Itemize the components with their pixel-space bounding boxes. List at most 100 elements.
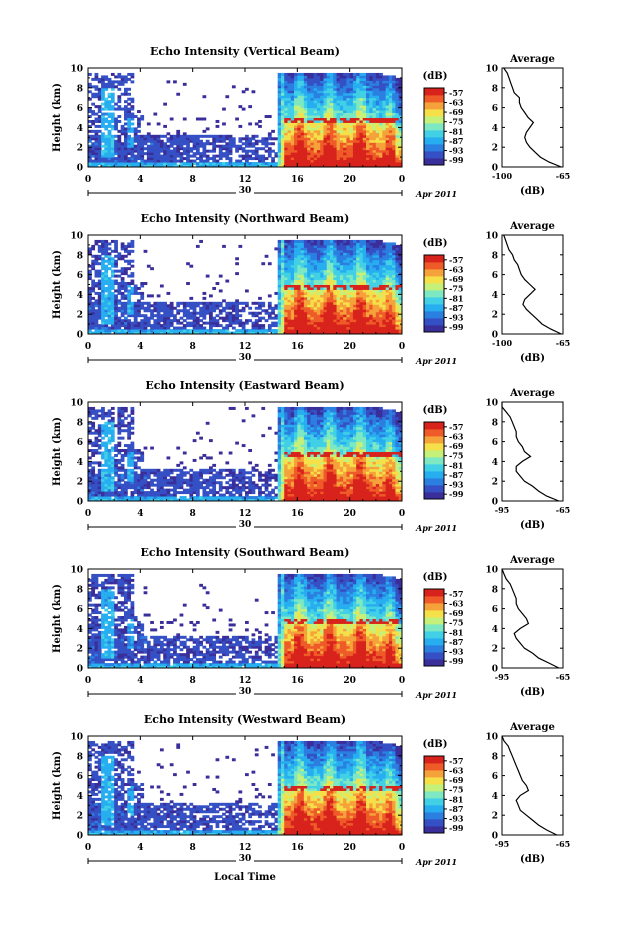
heatmap-cell [326, 286, 331, 290]
heatmap-cell [120, 144, 125, 148]
heatmap-cell [333, 294, 338, 298]
heatmap-cell [366, 272, 370, 276]
heatmap-cell [330, 247, 334, 251]
heatmap-cell [382, 252, 387, 256]
heatmap-cell [94, 139, 99, 143]
heatmap-cell [297, 102, 302, 106]
heatmap-cell [192, 144, 197, 148]
heatmap-cell [388, 252, 393, 256]
heatmap-cell [379, 119, 383, 123]
heatmap-cell [366, 97, 370, 101]
heatmap-cell [369, 82, 374, 86]
heatmap-cell [310, 291, 315, 295]
heatmap-cell [388, 314, 393, 318]
heatmap-cell [101, 284, 105, 288]
heatmap-cell [366, 329, 370, 333]
heatmap-cell [352, 110, 357, 114]
heatmap-cell [366, 319, 370, 323]
heatmap-cell [94, 77, 99, 81]
heatmap-cell [323, 149, 328, 153]
heatmap-cell [123, 321, 128, 325]
heatmap-cell [359, 100, 364, 104]
heatmap-cell [91, 416, 96, 420]
heatmap-cell [127, 107, 132, 111]
heatmap-cell [294, 257, 298, 261]
heatmap-cell [323, 306, 328, 310]
heatmap-cell [398, 90, 403, 94]
heatmap-cell [300, 314, 305, 318]
heatmap-cell [369, 331, 374, 335]
heatmap-cell [104, 162, 109, 166]
heatmap-cell [101, 80, 105, 84]
heatmap-cell [343, 80, 347, 84]
heatmap-cell [104, 299, 109, 303]
heatmap-cell [385, 164, 390, 168]
heatmap-cell [212, 316, 217, 320]
heatmap-cell [320, 291, 324, 295]
heatmap-cell [303, 282, 308, 285]
heatmap-cell [140, 147, 145, 151]
heatmap-cell [110, 272, 115, 276]
heatmap-cell [398, 152, 403, 156]
heatmap-cell [284, 137, 289, 141]
heatmap-cell [107, 304, 112, 308]
heatmap-cell [297, 147, 302, 151]
heatmap-cell [303, 110, 308, 114]
heatmap-cell [326, 269, 331, 273]
heatmap-cell [202, 117, 207, 121]
heatmap-cell [323, 107, 328, 111]
heatmap-cell [245, 331, 249, 335]
heatmap-cell [182, 301, 187, 305]
heatmap-cell [323, 129, 328, 133]
heatmap-cell [336, 97, 341, 101]
heatmap-cell [372, 139, 377, 143]
heatmap-cell [107, 257, 112, 261]
heatmap-cell [228, 331, 233, 335]
heatmap-cell [101, 486, 105, 490]
heatmap-cell [385, 159, 390, 163]
heatmap-cell [110, 152, 115, 156]
heatmap-cell [339, 122, 344, 126]
heatmap-cell [382, 137, 387, 141]
heatmap-cell [300, 82, 305, 86]
heatmap-cell [356, 77, 360, 81]
heatmap-cell [343, 316, 347, 320]
heatmap-cell [336, 100, 341, 104]
heatmap-cell [107, 95, 112, 99]
heatmap-cell [352, 309, 357, 313]
heatmap-cell [107, 311, 112, 315]
heatmap-cell [245, 162, 249, 166]
heatmap-cell [120, 277, 125, 281]
heatmap-cell [231, 316, 236, 320]
heatmap-cell [277, 299, 282, 303]
heatmap-cell [343, 124, 347, 128]
heatmap-cell [382, 294, 387, 298]
heatmap-cell [330, 244, 334, 248]
average-frame [501, 67, 564, 168]
heatmap-cell [336, 132, 341, 136]
heatmap-cell [369, 269, 374, 273]
heatmap-cell [195, 147, 200, 151]
heatmap-cell [130, 80, 135, 84]
heatmap-cell [369, 304, 374, 308]
heatmap-cell [330, 267, 334, 271]
heatmap-cell [346, 115, 351, 119]
heatmap-cell [97, 409, 102, 413]
heatmap-cell [199, 159, 203, 163]
heatmap-cell [248, 162, 253, 166]
heatmap-cell [352, 132, 357, 136]
heatmap-cell [398, 92, 403, 96]
heatmap-cell [238, 324, 243, 328]
heatmap-cell [117, 72, 122, 76]
heatmap-cell [307, 262, 311, 266]
heatmap-cell [388, 262, 393, 266]
heatmap-cell [137, 304, 141, 308]
heatmap-cell [336, 139, 341, 143]
heatmap-cell [143, 147, 148, 151]
heatmap-cell [385, 102, 390, 106]
heatmap-cell [343, 291, 347, 295]
date-label-bg [236, 352, 254, 362]
heatmap-cell [176, 301, 181, 305]
heatmap-cell [366, 244, 370, 248]
heatmap-cell [284, 72, 289, 76]
